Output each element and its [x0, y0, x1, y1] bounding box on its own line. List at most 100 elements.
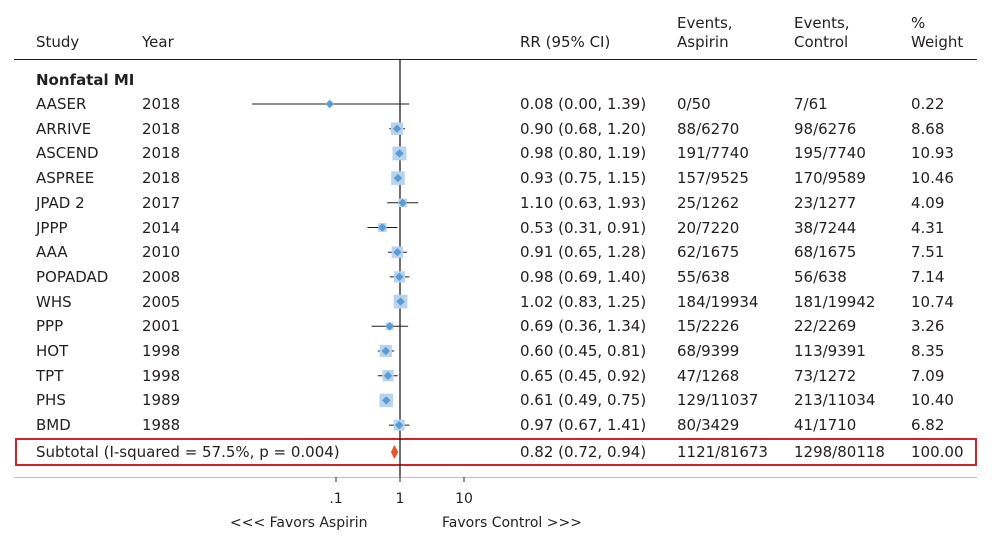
study-year: 2014	[142, 218, 181, 237]
study-weight: 3.26	[911, 317, 945, 336]
favors-aspirin-label: <<< Favors Aspirin	[230, 515, 368, 531]
table-row: ASPREE 2018 0.93 (0.75, 1.15) 157/9525 170/9…	[0, 166, 1000, 190]
study-name: TPT	[36, 366, 64, 385]
events-control: 38/7244	[794, 218, 857, 237]
events-control: 113/9391	[794, 342, 866, 360]
study-weight: 7.14	[911, 267, 945, 286]
events-control: 41/1710	[794, 416, 857, 435]
study-year: 2018	[142, 95, 181, 113]
study-weight: 7.09	[911, 366, 945, 385]
events-control: 56/638	[794, 267, 847, 286]
subtotal-label: Subtotal (I-squared = 57.5%, p = 0.004)	[36, 443, 340, 461]
events-aspirin: 68/9399	[677, 342, 740, 360]
point-estimate-marker	[381, 346, 391, 356]
header-weight: % Weight	[911, 14, 963, 52]
header-events-control-line2: Control	[794, 33, 849, 51]
table-row: PPP 2001 0.69 (0.36, 1.34) 15/2226 22/2269 3.…	[0, 314, 1000, 338]
study-name: PHS	[36, 391, 66, 410]
study-weight: 4.09	[911, 193, 945, 212]
events-aspirin: 47/1268	[677, 366, 740, 385]
subtotal-weight: 100.00	[911, 443, 964, 461]
study-rr-ci: 0.98 (0.80, 1.19)	[520, 144, 647, 163]
point-estimate-marker	[378, 223, 387, 232]
study-name: JPPP	[36, 218, 68, 237]
study-weight: 0.22	[911, 95, 945, 113]
table-row: PHS 1989 0.61 (0.49, 0.75) 129/11037 213/110…	[0, 388, 1000, 412]
events-control: 22/2269	[794, 317, 857, 336]
events-aspirin: 55/638	[677, 267, 730, 286]
group-label: Nonfatal MI	[36, 71, 135, 89]
point-estimate-marker	[385, 322, 394, 331]
point-estimate-marker	[392, 124, 402, 133]
events-control: 68/1675	[794, 243, 857, 262]
table-row: AASER 2018 0.08 (0.00, 1.39) 0/50 7/61 0.22	[0, 92, 1000, 116]
subtotal-row: Subtotal (I-squared = 57.5%, p = 0.004) …	[0, 440, 1000, 464]
header-rr: RR (95% CI)	[520, 33, 611, 51]
study-name: WHS	[36, 292, 72, 311]
study-name: ASPREE	[36, 169, 95, 188]
study-year: 2018	[142, 144, 181, 163]
study-name: ASCEND	[36, 144, 99, 163]
table-row: POPADAD 2008 0.98 (0.69, 1.40) 55/638 56/638…	[0, 265, 1000, 289]
study-year: 2017	[142, 193, 181, 212]
study-rr-ci: 0.61 (0.49, 0.75)	[520, 391, 647, 410]
point-estimate-marker	[325, 99, 334, 109]
events-aspirin: 0/50	[677, 95, 711, 113]
axis-tick-label: 10	[455, 491, 473, 507]
study-name: ARRIVE	[36, 119, 92, 138]
study-year: 2018	[142, 169, 181, 188]
point-estimate-marker	[395, 272, 404, 282]
study-rr-ci: 0.08 (0.00, 1.39)	[520, 95, 647, 113]
header-year: Year	[142, 33, 174, 51]
events-control: 98/6276	[794, 119, 857, 138]
header-weight-line1: %	[911, 14, 926, 32]
study-rr-ci: 0.65 (0.45, 0.92)	[520, 366, 647, 385]
events-control: 23/1277	[794, 193, 857, 212]
axis-tick-label: .1	[329, 491, 342, 507]
study-weight: 8.68	[911, 119, 945, 138]
table-row: JPAD 2 2017 1.10 (0.63, 1.93) 25/1262 23/127…	[0, 191, 1000, 215]
events-control: 73/1272	[794, 366, 857, 385]
events-control: 7/61	[794, 95, 828, 113]
study-name: AASER	[36, 95, 87, 113]
header-events-aspirin: Events, Aspirin	[677, 14, 733, 52]
study-rr-ci: 0.93 (0.75, 1.15)	[520, 169, 647, 188]
events-aspirin: 129/11037	[677, 391, 759, 410]
table-row: AAA 2010 0.91 (0.65, 1.28) 62/1675 68/1675 7.…	[0, 240, 1000, 264]
point-estimate-marker	[398, 198, 407, 207]
study-year: 2001	[142, 317, 181, 336]
point-estimate-marker	[382, 396, 391, 405]
axis-tick-label: 1	[396, 491, 405, 507]
point-estimate-marker	[395, 149, 404, 158]
study-name: PPP	[36, 317, 64, 336]
study-rr-ci: 0.91 (0.65, 1.28)	[520, 243, 647, 262]
favors-control-label: Favors Control >>>	[442, 515, 582, 531]
subtotal-highlight-box	[15, 438, 977, 466]
events-aspirin: 80/3429	[677, 416, 740, 435]
table-bottom-divider	[14, 477, 977, 478]
point-estimate-marker	[393, 173, 403, 183]
study-year: 2005	[142, 292, 181, 311]
study-year: 1988	[142, 416, 181, 435]
study-weight: 4.31	[911, 218, 945, 237]
study-year: 1998	[142, 342, 181, 360]
study-rr-ci: 0.97 (0.67, 1.41)	[520, 416, 647, 435]
header-events-aspirin-line2: Aspirin	[677, 33, 729, 51]
study-rr-ci: 1.02 (0.83, 1.25)	[520, 292, 647, 311]
study-year: 2018	[142, 119, 181, 138]
point-estimate-marker	[383, 371, 393, 380]
study-rr-ci: 0.98 (0.69, 1.40)	[520, 267, 647, 286]
subtotal-rr-ci: 0.82 (0.72, 0.94)	[520, 443, 647, 461]
table-row: ARRIVE 2018 0.90 (0.68, 1.20) 88/6270 98/627…	[0, 117, 1000, 141]
study-name: HOT	[36, 342, 69, 360]
study-year: 1998	[142, 366, 181, 385]
header-weight-line2: Weight	[911, 33, 964, 51]
study-rr-ci: 0.60 (0.45, 0.81)	[520, 342, 647, 360]
summary-diamond	[390, 445, 399, 459]
study-name: BMD	[36, 416, 71, 435]
study-rr-ci: 0.90 (0.68, 1.20)	[520, 119, 647, 138]
study-weight: 10.40	[911, 391, 954, 410]
table-row: ASCEND 2018 0.98 (0.80, 1.19) 191/7740 195/7…	[0, 141, 1000, 165]
study-rr-ci: 0.69 (0.36, 1.34)	[520, 317, 647, 336]
study-name: JPAD 2	[36, 193, 85, 212]
